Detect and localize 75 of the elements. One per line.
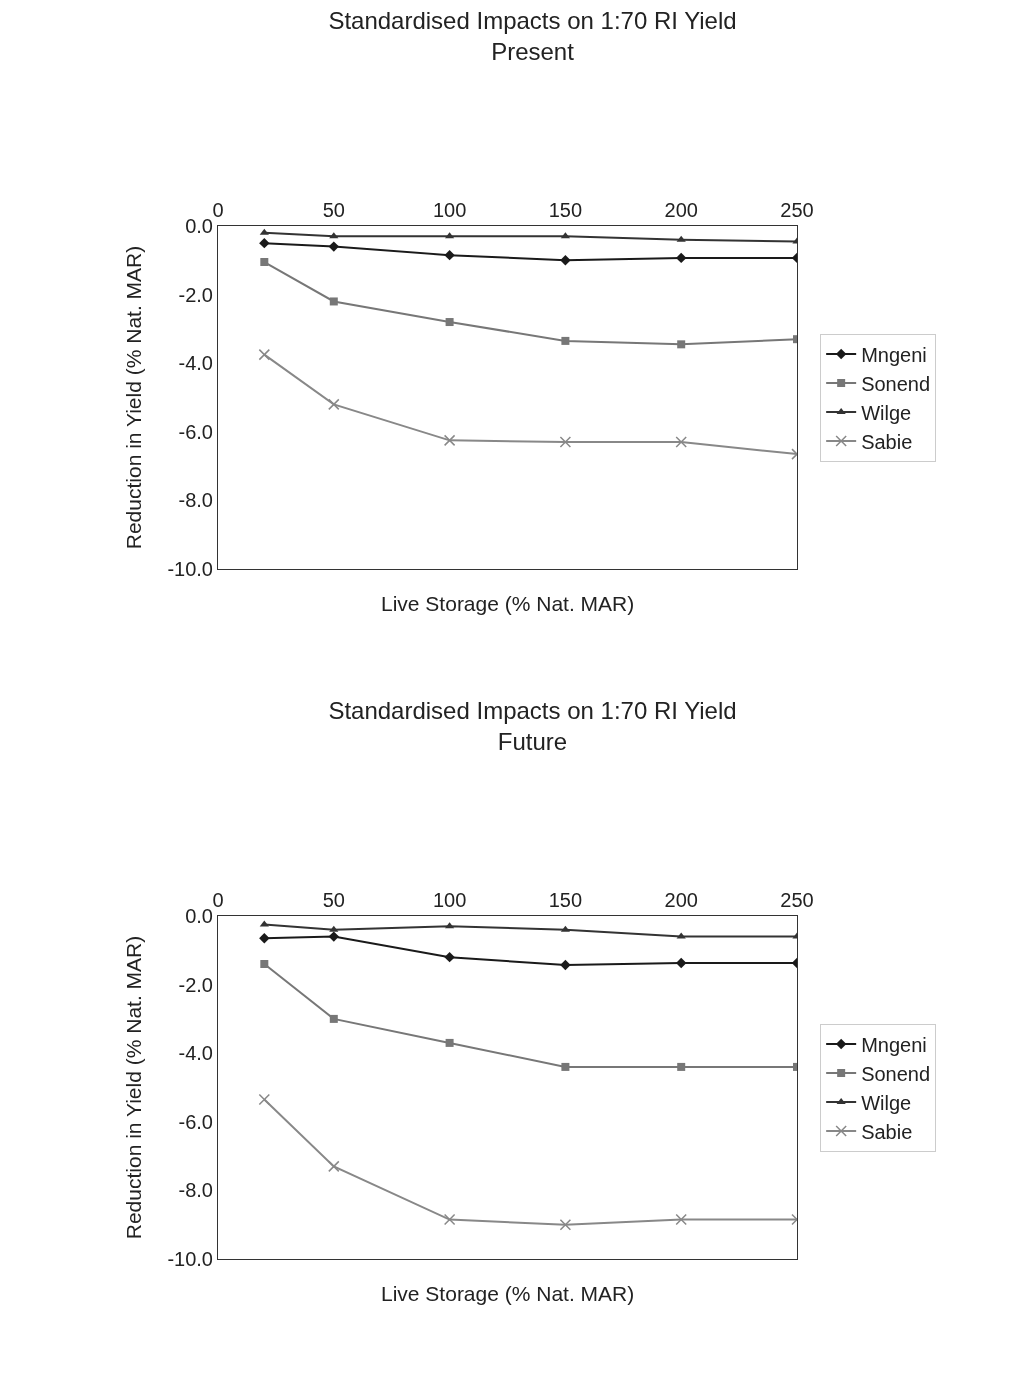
point (444, 951, 455, 963)
point (445, 1038, 454, 1047)
chart-title: Standardised Impacts on 1:70 RI Yield (328, 6, 737, 34)
point (443, 434, 456, 447)
point (329, 1014, 338, 1023)
x-tick-label: 0 (212, 889, 224, 911)
x-tick-label: 0 (212, 199, 224, 221)
y-tick-label: -4.0 (178, 1042, 213, 1065)
x-tick-label: 100 (432, 889, 467, 911)
x-tick-label: 200 (664, 889, 698, 911)
y-tick-label: 0.0 (185, 215, 213, 237)
y-tick-label: -4.0 (178, 352, 213, 375)
x-tick-label: 250 (780, 199, 814, 221)
legend-label: Sonend (861, 1062, 931, 1085)
point (328, 931, 339, 942)
point (561, 336, 570, 345)
point (259, 228, 269, 235)
x-tick-label: 200 (664, 199, 698, 221)
point (560, 255, 571, 266)
point (561, 1062, 570, 1071)
y-tick-label: -6.0 (178, 420, 213, 443)
y-tick-label: 0.0 (185, 905, 213, 927)
point (259, 933, 270, 944)
point (675, 1213, 687, 1226)
point (329, 925, 339, 932)
point (259, 237, 270, 249)
point (675, 436, 687, 448)
x-tick-label: 100 (432, 199, 467, 221)
point (676, 932, 686, 939)
point (445, 318, 454, 327)
point (677, 1062, 686, 1071)
legend-label: Mngeni (861, 1033, 927, 1056)
chart-subtitle: Future (497, 728, 568, 755)
chart-subtitle: Present (491, 38, 575, 65)
x-axis-title: Live Storage (% Nat. MAR) (381, 592, 635, 615)
point (560, 959, 571, 971)
y-tick-label: -2.0 (178, 283, 213, 306)
point (676, 252, 687, 264)
point (259, 920, 269, 927)
y-tick-label: -6.0 (178, 1110, 213, 1133)
x-tick-label: 50 (322, 889, 345, 911)
point (329, 297, 338, 306)
y-axis-title: Reduction in Yield (% Nat. MAR) (121, 245, 145, 550)
point (559, 436, 572, 448)
x-tick-label: 50 (322, 199, 345, 221)
y-axis-title: Reduction in Yield (% Nat. MAR) (121, 935, 145, 1240)
y-tick-label: -10.0 (167, 558, 213, 580)
y-tick-label: -8.0 (178, 1179, 213, 1202)
legend-label: Sabie (861, 430, 913, 453)
point (676, 235, 686, 242)
legend-label: Wilge (861, 401, 912, 424)
point (260, 258, 269, 267)
legend-label: Sabie (861, 1120, 913, 1143)
x-tick-label: 150 (548, 199, 583, 221)
legend-label: Wilge (861, 1091, 912, 1114)
point (676, 957, 687, 969)
y-tick-label: -2.0 (178, 973, 213, 996)
point (258, 348, 271, 361)
legend-label: Mngeni (861, 343, 927, 366)
point (677, 340, 686, 349)
x-tick-label: 150 (548, 889, 583, 911)
point (444, 249, 455, 261)
point (559, 1218, 572, 1231)
point (258, 1093, 271, 1106)
y-tick-label: -10.0 (167, 1248, 213, 1270)
point (328, 1160, 340, 1173)
point (328, 398, 340, 411)
y-tick-label: -8.0 (178, 489, 213, 512)
legend-label: Sonend (861, 372, 931, 395)
point (443, 1213, 456, 1226)
point (328, 241, 339, 252)
x-axis-title: Live Storage (% Nat. MAR) (381, 1282, 635, 1305)
chart-title: Standardised Impacts on 1:70 RI Yield (328, 696, 737, 724)
x-tick-label: 250 (780, 889, 814, 911)
point (260, 960, 269, 969)
